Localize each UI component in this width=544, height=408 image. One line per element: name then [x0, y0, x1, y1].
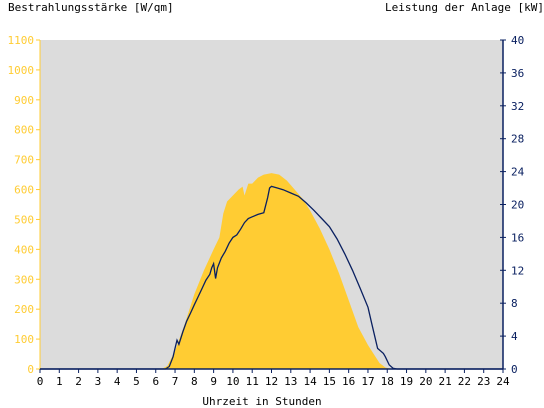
y-left-tick-label: 1000 — [8, 64, 35, 77]
x-tick-label: 16 — [342, 375, 355, 388]
x-tick-label: 15 — [323, 375, 336, 388]
x-tick-label: 7 — [172, 375, 179, 388]
x-tick-label: 22 — [458, 375, 471, 388]
y-right-tick-label: 36 — [511, 67, 524, 80]
power-line-series — [40, 185, 503, 370]
y-left-tick-label: 800 — [14, 124, 34, 137]
y-right-tick-label: 8 — [511, 297, 518, 310]
y-left-tick-label: 100 — [14, 333, 34, 346]
y-right-tick-label: 24 — [511, 166, 525, 179]
x-tick-label: 0 — [37, 375, 44, 388]
y-left-tick-label: 200 — [14, 303, 34, 316]
x-tick-label: 10 — [226, 375, 239, 388]
y-left-tick-label: 900 — [14, 94, 34, 107]
x-tick-label: 12 — [265, 375, 278, 388]
x-tick-label: 13 — [284, 375, 297, 388]
x-tick-label: 19 — [400, 375, 413, 388]
x-tick-label: 8 — [191, 375, 198, 388]
x-tick-label: 9 — [210, 375, 217, 388]
y-right-tick-label: 4 — [511, 330, 518, 343]
y-right-tick-label: 28 — [511, 133, 524, 146]
y-right-tick-label: 16 — [511, 231, 524, 244]
x-tick-label: 18 — [381, 375, 394, 388]
x-tick-label: 24 — [496, 375, 510, 388]
x-tick-label: 11 — [246, 375, 259, 388]
y-left-tick-label: 600 — [14, 184, 34, 197]
y-left-tick-label: 1100 — [8, 34, 35, 47]
x-tick-label: 3 — [95, 375, 102, 388]
y-right-tick-label: 40 — [511, 34, 524, 47]
y-left-tick-label: 700 — [14, 154, 34, 167]
y-left-tick-label: 500 — [14, 213, 34, 226]
chart-title-left: Bestrahlungsstärke [W/qm] — [8, 1, 174, 14]
x-tick-label: 4 — [114, 375, 121, 388]
y-right-tick-label: 32 — [511, 100, 524, 113]
x-tick-label: 17 — [361, 375, 374, 388]
x-axis-label: Uhrzeit in Stunden — [202, 395, 321, 408]
y-left-tick-label: 300 — [14, 273, 34, 286]
x-tick-label: 21 — [439, 375, 452, 388]
y-left-tick-label: 400 — [14, 243, 34, 256]
x-tick-label: 14 — [303, 375, 317, 388]
x-tick-label: 2 — [75, 375, 82, 388]
y-left-tick-label: 0 — [27, 363, 34, 376]
x-tick-label: 6 — [152, 375, 159, 388]
y-right-tick-label: 20 — [511, 199, 524, 212]
x-tick-label: 1 — [56, 375, 63, 388]
x-tick-label: 5 — [133, 375, 140, 388]
y-right-tick-label: 12 — [511, 264, 524, 277]
chart-title-right: Leistung der Anlage [kW] — [385, 1, 544, 14]
x-tick-label: 23 — [477, 375, 490, 388]
x-tick-label: 20 — [419, 375, 432, 388]
irradiance-area-series — [40, 173, 503, 369]
y-right-tick-label: 0 — [511, 363, 518, 376]
